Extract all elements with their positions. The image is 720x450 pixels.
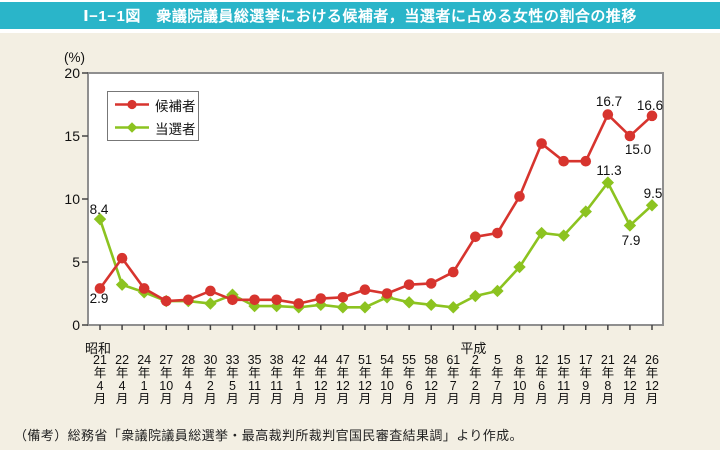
data-point-diamond — [491, 284, 504, 298]
data-point-circle — [403, 279, 415, 290]
x-tick-label: 55 年 6 月 — [402, 353, 417, 406]
data-point-diamond — [93, 212, 107, 226]
data-point-circle — [160, 295, 172, 307]
point-value-label: 9.5 — [643, 186, 663, 201]
y-tick-label: 15 — [64, 128, 80, 144]
data-point-diamond — [557, 229, 570, 242]
x-tick-label: 54 年 10 月 — [380, 353, 394, 406]
legend-item-candidates: 候補者 — [114, 95, 198, 115]
data-point-diamond — [579, 205, 592, 218]
data-point-circle — [602, 109, 614, 120]
data-point-circle — [227, 294, 238, 306]
data-point-diamond — [358, 301, 372, 314]
point-value-label: 7.9 — [621, 233, 641, 248]
data-point-circle — [315, 293, 327, 304]
x-tick-label: 35 年 11 月 — [247, 353, 262, 406]
data-point-circle — [116, 252, 128, 264]
x-tick-label: 24 年 12 月 — [622, 353, 637, 406]
legend-item-elected: 当選者 — [114, 118, 198, 138]
x-tick-label: 24 年 1 月 — [137, 353, 152, 406]
data-point-diamond — [623, 219, 637, 232]
data-point-diamond — [535, 226, 548, 240]
data-point-circle — [271, 294, 282, 306]
x-tick-label: 30 年 2 月 — [203, 353, 218, 406]
data-point-diamond — [402, 296, 416, 309]
data-point-circle — [447, 266, 459, 278]
x-tick-label: 28 年 4 月 — [181, 353, 196, 406]
source-note: （備考）総務省「衆議院議員総選挙・最高裁判所裁判官国民審査結果調」より作成。 — [14, 428, 523, 443]
x-tick-label: 33 年 5 月 — [225, 353, 240, 406]
data-point-diamond — [645, 199, 659, 212]
data-point-circle — [536, 138, 547, 149]
data-point-circle — [138, 283, 150, 294]
data-point-diamond — [513, 260, 526, 274]
data-point-circle — [425, 278, 437, 289]
candidates-line-marker-icon — [115, 99, 149, 110]
data-point-circle — [183, 294, 194, 306]
data-point-circle — [359, 284, 371, 296]
x-tick-label: 21 年 4 月 — [93, 353, 107, 406]
data-point-circle — [558, 155, 569, 167]
data-point-circle — [249, 294, 260, 306]
era-label: 平成 — [460, 341, 487, 356]
point-value-label: 2.9 — [89, 291, 109, 306]
x-tick-label: 8 年 10 月 — [512, 353, 527, 406]
data-point-circle — [470, 231, 481, 243]
y-tick-label: 10 — [64, 191, 80, 207]
point-value-label: 11.3 — [596, 163, 622, 178]
x-tick-label: 12 年 6 月 — [534, 353, 549, 406]
data-point-diamond — [204, 297, 217, 310]
data-point-circle — [624, 130, 636, 142]
data-point-circle — [205, 285, 216, 297]
data-point-circle — [580, 155, 592, 167]
data-point-circle — [293, 298, 305, 309]
figure-title: Ⅰ−1−1図 衆議院議員総選挙における候補者，当選者に占める女性の割合の推移 — [83, 8, 637, 25]
point-value-label: 15.0 — [624, 142, 652, 157]
legend-label-candidates: 候補者 — [155, 98, 196, 114]
chart-legend: 候補者 当選者 — [107, 91, 199, 141]
legend-label-elected: 当選者 — [155, 121, 196, 137]
x-tick-label: 51 年 12 月 — [358, 353, 372, 406]
era-label: 昭和 — [85, 341, 112, 356]
y-tick-label: 0 — [72, 317, 80, 333]
x-tick-label: 15 年 11 月 — [556, 353, 571, 406]
x-tick-label: 42 年 1 月 — [291, 353, 306, 406]
data-point-diamond — [115, 278, 129, 291]
y-axis-unit-label: (%) — [64, 50, 85, 65]
x-tick-label: 22 年 4 月 — [115, 353, 130, 406]
x-tick-label: 27 年 10 月 — [159, 353, 174, 406]
x-tick-label: 44 年 12 月 — [313, 353, 328, 406]
y-tick-label: 20 — [64, 65, 80, 81]
data-point-diamond — [425, 298, 438, 312]
x-tick-label: 38 年 11 月 — [269, 353, 284, 406]
data-point-diamond — [601, 176, 615, 189]
data-point-diamond — [336, 301, 350, 314]
data-point-circle — [381, 288, 393, 299]
x-tick-label: 21 年 8 月 — [600, 353, 615, 406]
x-tick-label: 58 年 12 月 — [424, 353, 439, 406]
x-tick-label: 26 年 12 月 — [645, 353, 659, 406]
x-tick-label: 47 年 12 月 — [335, 353, 350, 406]
data-point-circle — [514, 191, 525, 202]
data-point-circle — [492, 227, 503, 239]
x-tick-label: 61 年 7 月 — [446, 353, 461, 406]
point-value-label: 16.6 — [636, 98, 664, 113]
data-point-circle — [94, 283, 106, 294]
figure-title-bar: Ⅰ−1−1図 衆議院議員総選挙における候補者，当選者に占める女性の割合の推移 — [0, 2, 720, 29]
data-point-circle — [337, 291, 349, 303]
point-value-label: 8.4 — [89, 202, 109, 217]
elected-line-marker-icon — [115, 122, 149, 133]
data-point-diamond — [447, 301, 460, 314]
data-point-diamond — [469, 289, 482, 303]
x-tick-label: 17 年 9 月 — [578, 353, 593, 406]
y-tick-label: 5 — [72, 254, 80, 270]
data-point-circle — [646, 110, 658, 122]
point-value-label: 16.7 — [595, 94, 623, 109]
